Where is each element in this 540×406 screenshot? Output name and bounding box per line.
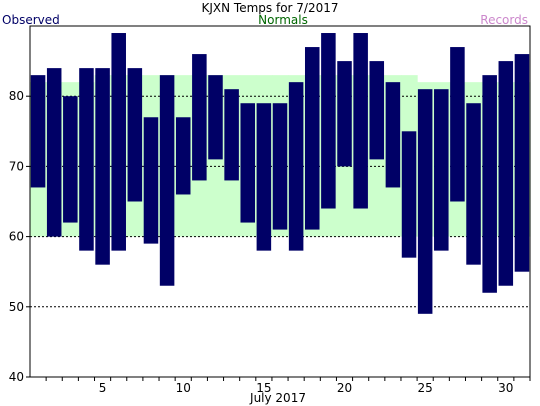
x-axis-label: July 2017: [249, 391, 306, 405]
observed-bar-day-21: [353, 33, 368, 209]
observed-bar-day-10: [175, 117, 191, 195]
observed-bar-day-11: [192, 54, 207, 181]
x-axis: 5 10 15 20 25 30: [45, 377, 531, 395]
observed-bar-day-2: [46, 68, 62, 237]
observed-bar-day-19: [321, 33, 336, 209]
x-tick-label-30: 30: [498, 381, 513, 395]
legend-normals: Normals: [258, 13, 308, 27]
observed-bar-day-17: [288, 82, 304, 251]
x-tick-label-25: 25: [418, 381, 433, 395]
observed-bar-day-22: [369, 61, 385, 160]
legend-observed: Observed: [2, 13, 60, 27]
observed-bar-day-24: [401, 131, 417, 258]
observed-bar-day-6: [111, 33, 126, 251]
observed-bar-day-29: [482, 75, 497, 293]
observed-bar-day-4: [79, 68, 94, 251]
observed-bar-day-31: [514, 54, 530, 272]
x-tick-label-15: 15: [256, 381, 271, 395]
y-tick-label-80: 80: [9, 89, 24, 103]
observed-bar-day-28: [466, 103, 481, 265]
y-tick-label-40: 40: [9, 370, 24, 384]
observed-bar-day-25: [417, 89, 433, 314]
y-tick-label-70: 70: [9, 159, 24, 173]
plot-frame: [29, 25, 531, 378]
chart-title: KJXN Temps for 7/2017: [202, 1, 339, 15]
observed-bar-day-1: [30, 75, 46, 188]
observed-bars: [30, 33, 530, 314]
observed-bar-day-5: [95, 68, 110, 265]
observed-bar-day-18: [304, 47, 320, 230]
observed-bar-day-8: [143, 117, 159, 244]
observed-bar-day-23: [385, 82, 401, 188]
x-tick-label-20: 20: [337, 381, 352, 395]
x-tick-label-10: 10: [176, 381, 191, 395]
observed-bar-day-12: [208, 75, 223, 160]
observed-bar-day-30: [498, 61, 514, 286]
observed-bar-day-15: [256, 103, 272, 251]
legend-records: Records: [480, 13, 528, 27]
observed-bar-day-27: [450, 47, 465, 202]
observed-bar-day-20: [337, 61, 352, 167]
observed-bar-day-3: [63, 96, 78, 223]
x-tick-label-5: 5: [99, 381, 107, 395]
observed-bar-day-16: [272, 103, 288, 230]
observed-bar-day-9: [159, 75, 175, 286]
y-axis: 40 50 60 70 80: [9, 89, 30, 384]
y-tick-label-60: 60: [9, 230, 24, 244]
y-tick-label-50: 50: [9, 300, 24, 314]
observed-bar-day-7: [127, 68, 143, 202]
observed-bar-day-13: [224, 89, 239, 181]
observed-bar-day-26: [434, 89, 449, 251]
observed-bar-day-14: [240, 103, 256, 223]
